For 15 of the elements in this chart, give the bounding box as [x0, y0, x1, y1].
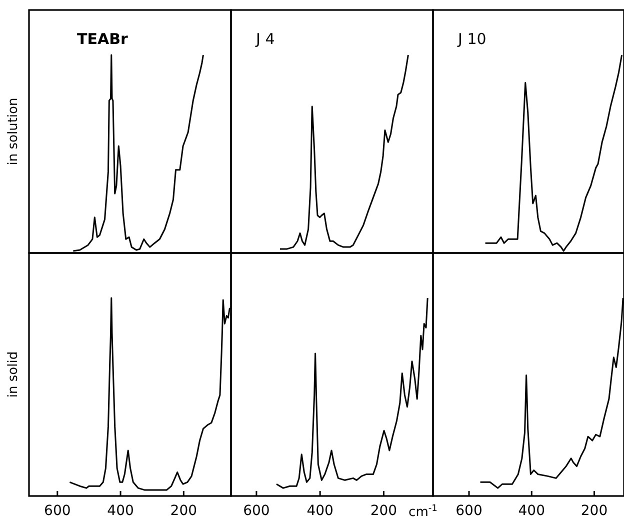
chart-title: J 4	[255, 30, 275, 48]
x-tick-label: 400	[518, 502, 545, 519]
x-tick-label: 600	[456, 502, 482, 519]
x-tick-label: 400	[107, 502, 134, 519]
y-axis-title: in solution	[6, 98, 21, 166]
chart-title: TEABr	[77, 30, 129, 48]
x-tick-label: 200	[170, 502, 198, 519]
x-tick-label: 200	[580, 502, 608, 519]
x-tick-label: 400	[306, 502, 334, 519]
x-tick-label: 600	[243, 502, 270, 519]
x-tick-label: 600	[44, 502, 71, 519]
y-axis-title: in solid	[6, 351, 21, 398]
x-axis-title: cm$^{-1}$	[408, 504, 438, 519]
x-tick-label: 200	[370, 502, 398, 519]
chart-title: J 10	[457, 30, 486, 48]
